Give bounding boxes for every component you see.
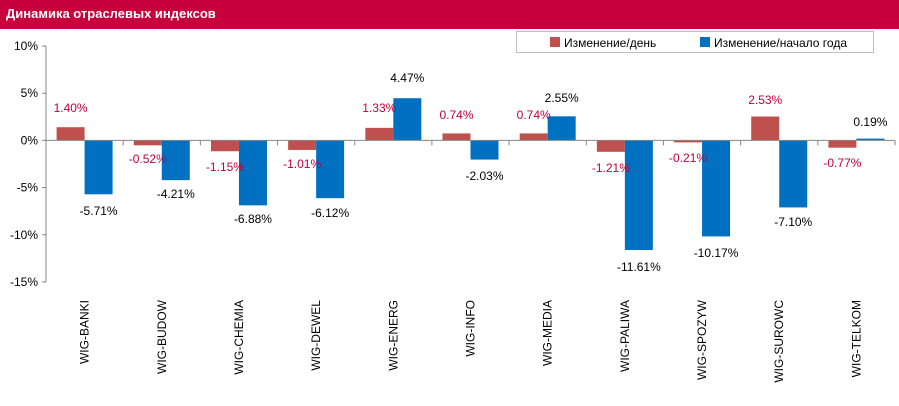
y-tick-label: 5%	[21, 86, 39, 100]
bar-year	[161, 140, 190, 181]
data-label-year: 0.19%	[853, 115, 887, 129]
chart-title: Динамика отраслевых индексов	[6, 6, 216, 21]
legend-label-day: Изменение/день	[564, 36, 657, 50]
category-label: WIG-BUDOW	[155, 299, 169, 374]
y-tick-label: 10%	[14, 39, 38, 53]
bar-day	[828, 140, 857, 148]
legend-swatch-year	[700, 37, 710, 47]
bar-year	[84, 140, 113, 195]
data-label-year: -7.10%	[774, 215, 812, 229]
category-label: WIG-INFO	[464, 300, 478, 357]
data-label-year: -11.61%	[617, 260, 661, 274]
data-label-day: 0.74%	[517, 108, 551, 122]
category-label: WIG-ENERG	[386, 300, 400, 371]
y-tick-label: -10%	[10, 228, 38, 242]
data-label-day: -0.77%	[823, 156, 861, 170]
bar-year	[393, 98, 422, 141]
category-label: WIG-SUROWC	[772, 300, 786, 383]
data-label-day: -0.21%	[669, 151, 707, 165]
y-tick-label: 0%	[21, 133, 39, 147]
bar-day	[365, 127, 394, 141]
data-label-day: 0.74%	[439, 108, 473, 122]
bar-day	[596, 140, 625, 152]
data-label-year: -6.12%	[311, 206, 349, 220]
bar-year	[702, 140, 731, 237]
bar-day	[210, 140, 239, 152]
bar-day	[751, 116, 780, 141]
data-label-year: -10.17%	[694, 246, 739, 260]
data-label-day: 2.53%	[748, 93, 782, 107]
data-label-day: 1.33%	[362, 101, 396, 115]
bar-year	[238, 140, 267, 206]
bar-day	[133, 140, 162, 146]
category-label: WIG-BANKI	[78, 300, 92, 364]
data-label-year: -5.71%	[80, 204, 118, 218]
data-label-day: -0.52%	[129, 152, 167, 166]
data-label-day: -1.21%	[592, 161, 630, 175]
bar-year	[856, 138, 885, 141]
data-label-year: -4.21%	[157, 187, 195, 201]
data-label-year: 2.55%	[545, 91, 579, 105]
legend-swatch-day	[550, 37, 560, 47]
bar-day	[288, 140, 317, 150]
bar-year	[624, 140, 653, 250]
category-label: WIG-SPOZYW	[695, 299, 709, 380]
category-label: WIG-TELKOM	[849, 300, 863, 377]
bar-year	[470, 140, 499, 160]
data-label-day: -1.15%	[206, 160, 244, 174]
bar-year	[779, 140, 808, 208]
data-label-year: -6.88%	[234, 212, 272, 226]
category-label: WIG-CHEMIA	[232, 300, 246, 375]
legend-label-year: Изменение/начало года	[714, 36, 847, 50]
data-label-day: 1.40%	[54, 101, 88, 115]
bar-day	[674, 140, 703, 143]
bar-day	[56, 127, 85, 141]
legend: Изменение/день Изменение/начало года	[516, 31, 874, 53]
data-label-day: -1.01%	[283, 157, 321, 171]
data-label-year: 4.47%	[390, 71, 424, 85]
y-tick-label: -5%	[17, 181, 39, 195]
bar-year	[316, 140, 345, 199]
category-label: WIG-DEWEL	[309, 300, 323, 371]
category-label: WIG-PALIWA	[618, 300, 632, 372]
header-bar: Динамика отраслевых индексов	[0, 0, 899, 29]
data-label-year: -2.03%	[465, 169, 503, 183]
bar-year	[547, 116, 576, 141]
category-label: WIG-MEDIA	[541, 300, 555, 366]
y-tick-label: -15%	[10, 275, 38, 289]
bar-day	[442, 133, 471, 141]
bar-day	[519, 133, 548, 141]
